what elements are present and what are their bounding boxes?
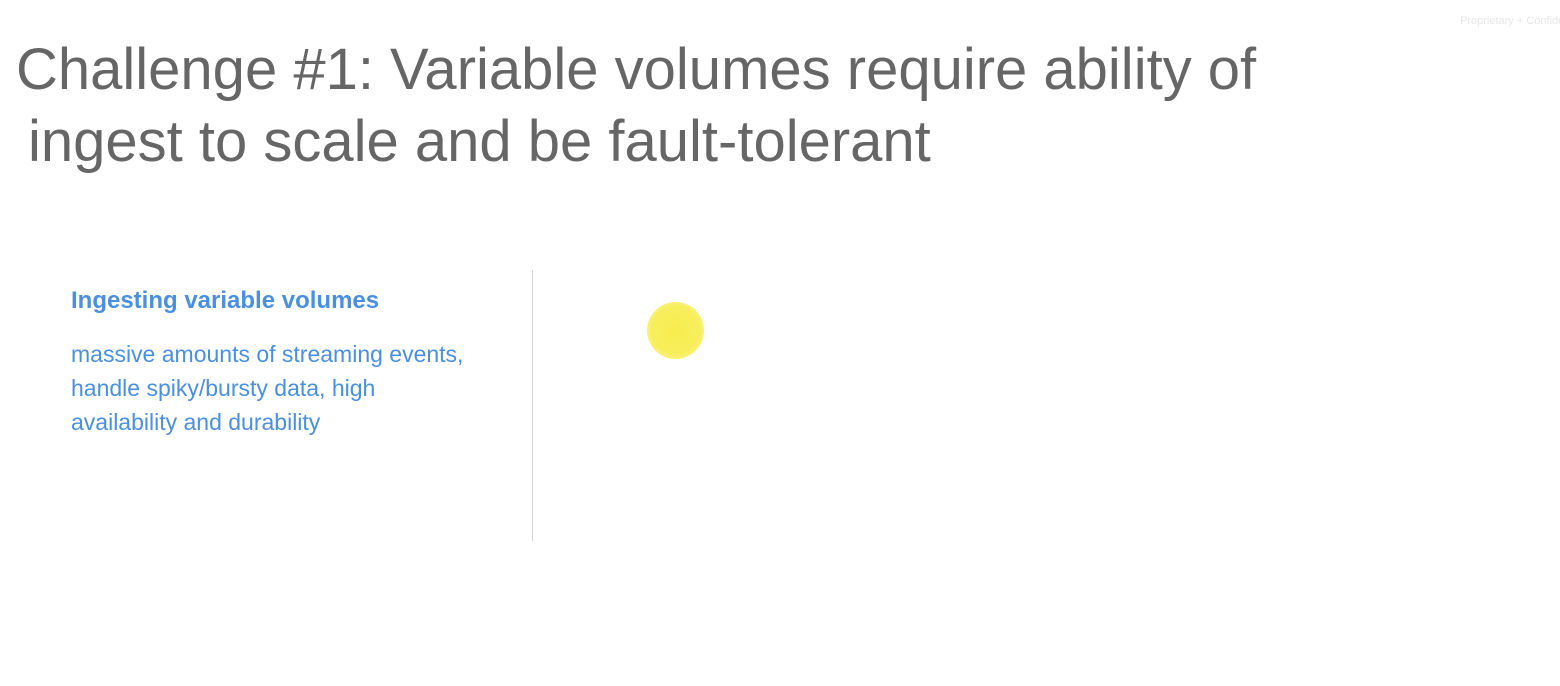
slide-title: Challenge #1: Variable volumes require a… (16, 34, 1396, 178)
title-line-1: Challenge #1: Variable volumes require a… (16, 37, 1257, 102)
left-panel: Ingesting variable volumes massive amoun… (71, 284, 491, 439)
panel-body: massive amounts of streaming events, han… (71, 341, 464, 435)
confidential-label: Proprietary + Confidential (1460, 15, 1560, 27)
cursor-highlight-icon (647, 302, 704, 359)
panel-heading: Ingesting variable volumes (71, 287, 380, 314)
title-line-2: ingest to scale and be fault-tolerant (28, 109, 931, 174)
vertical-divider (532, 270, 533, 541)
